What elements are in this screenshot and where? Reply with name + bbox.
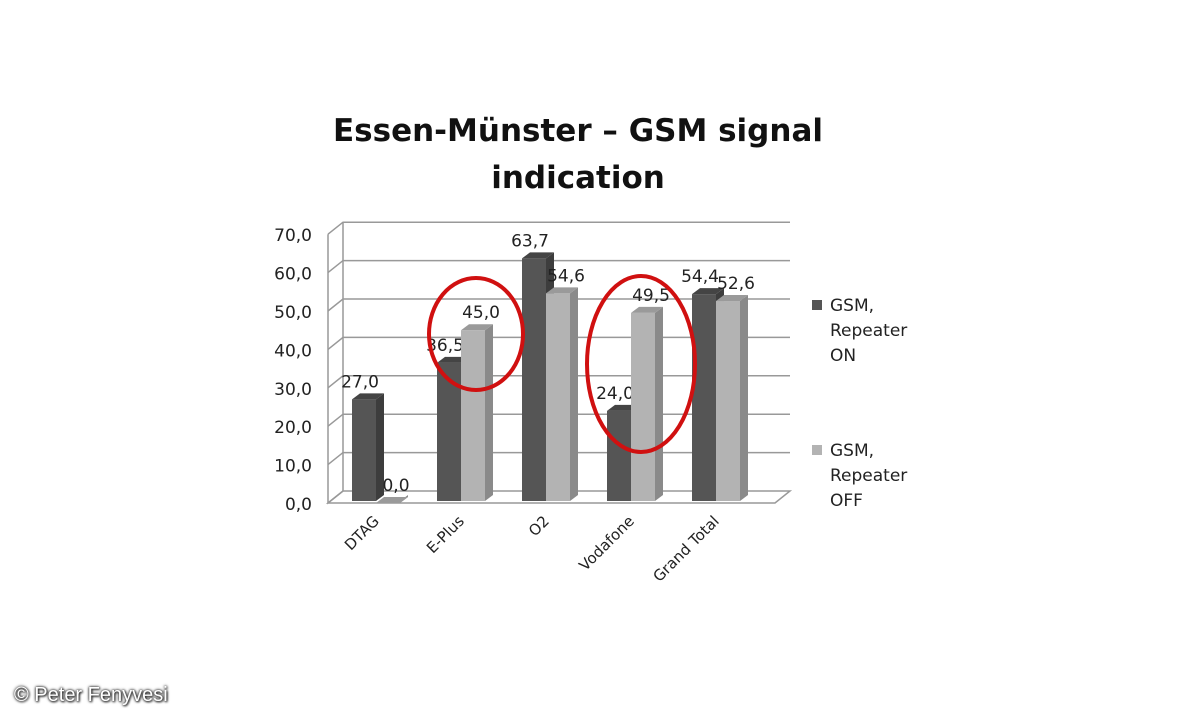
bar-side bbox=[740, 295, 748, 501]
data-label: 45,0 bbox=[462, 303, 500, 323]
bar-top bbox=[461, 324, 493, 331]
bar-top bbox=[546, 287, 578, 294]
x-tick-label: DTAG bbox=[341, 512, 383, 554]
bar-top bbox=[631, 306, 663, 313]
legend-label: OFF bbox=[830, 491, 863, 511]
data-label: 52,6 bbox=[717, 274, 755, 294]
bar-top bbox=[352, 393, 384, 400]
copyright-credit: © Peter Fenyvesi bbox=[14, 684, 168, 706]
chart-title: Essen-Münster – GSM signal indication bbox=[278, 108, 878, 202]
data-label: 27,0 bbox=[341, 372, 379, 392]
data-label: 49,5 bbox=[632, 286, 670, 306]
bar-top bbox=[522, 252, 554, 259]
bar-dtag-on bbox=[352, 399, 376, 501]
bar-vodafone-on bbox=[607, 410, 631, 501]
bar-side bbox=[376, 393, 384, 501]
legend-label: Repeater bbox=[830, 466, 907, 486]
data-label: 54,6 bbox=[547, 266, 585, 286]
data-label: 24,0 bbox=[596, 384, 634, 404]
bar-e-plus-off bbox=[461, 330, 485, 501]
chart-title-line-1: Essen-Münster – GSM signal bbox=[333, 113, 823, 149]
x-tick-label: Vodafone bbox=[575, 512, 637, 574]
gridline bbox=[327, 298, 790, 312]
bar-side bbox=[570, 287, 578, 501]
bar-side bbox=[485, 324, 493, 501]
y-tick-label: 20,0 bbox=[274, 418, 312, 438]
legend-swatch bbox=[812, 300, 822, 310]
legend-label: GSM, bbox=[830, 296, 874, 316]
y-tick-label: 0,0 bbox=[285, 495, 312, 515]
floor bbox=[325, 490, 793, 504]
bar-grand-total-off bbox=[716, 301, 740, 501]
bar-grand-total-on bbox=[692, 294, 716, 501]
legend-swatch bbox=[812, 445, 822, 455]
legend-label: ON bbox=[830, 346, 856, 366]
bar-top bbox=[376, 497, 408, 503]
legend-label: GSM, bbox=[830, 441, 874, 461]
y-tick-label: 10,0 bbox=[274, 457, 312, 477]
y-tick-label: 40,0 bbox=[274, 341, 312, 361]
data-label: 0,0 bbox=[382, 476, 409, 496]
highlight-ellipse bbox=[585, 274, 697, 454]
data-label: 36,5 bbox=[426, 336, 464, 356]
bar-o2-on bbox=[522, 258, 546, 501]
chart-title-line-2: indication bbox=[491, 160, 665, 196]
gridline bbox=[327, 221, 790, 235]
y-tick-label: 70,0 bbox=[274, 226, 312, 246]
x-tick-label: E-Plus bbox=[423, 512, 468, 557]
y-tick-label: 30,0 bbox=[274, 380, 312, 400]
y-tick-label: 60,0 bbox=[274, 265, 312, 285]
bar-side bbox=[655, 306, 663, 501]
x-tick-label: Grand Total bbox=[649, 512, 722, 585]
bar-vodafone-off bbox=[631, 312, 655, 501]
y-tick-label: 50,0 bbox=[274, 303, 312, 323]
data-label: 54,4 bbox=[681, 267, 719, 287]
gridline bbox=[327, 259, 790, 274]
x-tick-label: O2 bbox=[525, 512, 553, 540]
data-label: 63,7 bbox=[511, 231, 549, 251]
highlight-ellipse bbox=[427, 276, 525, 392]
bar-top bbox=[692, 288, 724, 295]
bar-top bbox=[716, 295, 748, 302]
bar-o2-off bbox=[546, 293, 570, 501]
legend-label: Repeater bbox=[830, 321, 907, 341]
